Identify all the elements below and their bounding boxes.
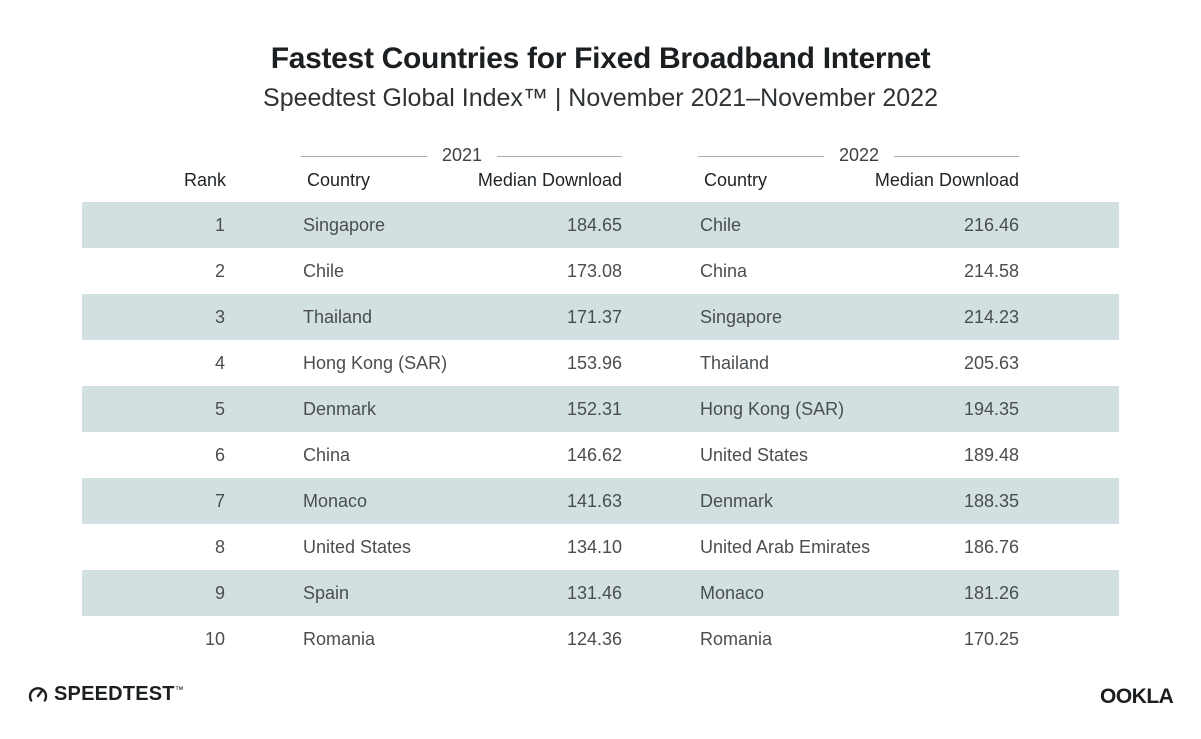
country-2021-cell: Hong Kong (SAR) (303, 353, 448, 373)
rank-cell: 4 (214, 353, 225, 373)
header-download-2022: Median Download (874, 170, 1019, 190)
country-2021-cell: Thailand (303, 307, 373, 327)
download-2021-cell: 146.62 (566, 445, 622, 465)
download-2022-cell: 170.25 (963, 629, 1019, 649)
country-2021-cell: Denmark (303, 399, 377, 419)
download-2022-cell: 214.23 (963, 307, 1019, 327)
rank-cell: 7 (214, 491, 225, 511)
country-2022-cell: Hong Kong (SAR) (700, 399, 845, 419)
rank-cell: 3 (214, 307, 225, 327)
table-row: 6 China 146.62 United States 189.48 (82, 432, 1119, 478)
table-row: 1 Singapore 184.65 Chile 216.46 (82, 202, 1119, 248)
download-2022-cell: 205.63 (963, 353, 1019, 373)
country-2022-cell: United Arab Emirates (700, 537, 871, 557)
year-group-2022: 2022 (698, 142, 1019, 170)
speedometer-icon (28, 687, 48, 702)
download-2021-cell: 124.36 (566, 629, 622, 649)
country-2021-cell: Singapore (303, 215, 386, 235)
speedtest-wordmark: SPEEDTEST™ (54, 683, 184, 706)
download-2021-cell: 171.37 (566, 307, 622, 327)
rank-cell: 1 (214, 215, 225, 235)
download-2021-cell: 152.31 (566, 399, 622, 419)
ookla-logo: OOKLA (1100, 685, 1174, 708)
table-row: 5 Denmark 152.31 Hong Kong (SAR) 194.35 (82, 386, 1119, 432)
country-2022-cell: United States (700, 445, 809, 465)
header-country-2022: Country (704, 170, 768, 190)
header-country-2021: Country (307, 170, 371, 190)
rank-cell: 9 (214, 583, 225, 603)
rank-cell: 2 (214, 261, 225, 281)
chart-subtitle: Speedtest Global Index™ | November 2021–… (263, 84, 938, 112)
year-label-2021: 2021 (427, 145, 497, 166)
year-group-2021: 2021 (301, 142, 622, 170)
download-2022-cell: 186.76 (963, 537, 1019, 557)
header-download-2021: Median Download (477, 170, 622, 190)
table-row: 9 Spain 131.46 Monaco 181.26 (82, 570, 1119, 616)
ranking-table: 1 Singapore 184.65 Chile 216.46 2 Chile 173.08 C… (82, 202, 1119, 662)
country-2021-cell: Chile (303, 261, 345, 281)
download-2021-cell: 134.10 (566, 537, 622, 557)
download-2022-cell: 194.35 (963, 399, 1019, 419)
download-2021-cell: 141.63 (566, 491, 622, 511)
country-2022-cell: Romania (700, 629, 773, 649)
country-2021-cell: Romania (303, 629, 376, 649)
country-2022-cell: Singapore (700, 307, 783, 327)
rank-cell: 10 (204, 629, 225, 649)
download-2021-cell: 173.08 (566, 261, 622, 281)
table-row: 7 Monaco 141.63 Denmark 188.35 (82, 478, 1119, 524)
download-2021-cell: 131.46 (566, 583, 622, 603)
country-2021-cell: Monaco (303, 491, 368, 511)
speedtest-wordmark-text: SPEEDTEST (54, 683, 175, 705)
table-row: 4 Hong Kong (SAR) 153.96 Thailand 205.63 (82, 340, 1119, 386)
rank-cell: 8 (214, 537, 225, 557)
table-row: 10 Romania 124.36 Romania 170.25 (82, 616, 1119, 662)
download-2022-cell: 214.58 (963, 261, 1019, 281)
download-2022-cell: 189.48 (963, 445, 1019, 465)
download-2022-cell: 216.46 (963, 215, 1019, 235)
download-2021-cell: 184.65 (566, 215, 622, 235)
chart-title: Fastest Countries for Fixed Broadband In… (270, 42, 931, 75)
rank-cell: 5 (214, 399, 225, 419)
download-2022-cell: 181.26 (963, 583, 1019, 603)
country-2021-cell: China (303, 445, 351, 465)
table-row: 3 Thailand 171.37 Singapore 214.23 (82, 294, 1119, 340)
country-2022-cell: Chile (700, 215, 742, 235)
ookla-wordmark: OOKLA (1100, 685, 1174, 708)
download-2021-cell: 153.96 (566, 353, 622, 373)
country-2022-cell: Thailand (700, 353, 770, 373)
download-2022-cell: 188.35 (963, 491, 1019, 511)
header-rank: Rank (183, 170, 226, 190)
country-2021-cell: Spain (303, 583, 350, 603)
table-row: 8 United States 134.10 United Arab Emirates… (82, 524, 1119, 570)
country-2022-cell: China (700, 261, 748, 281)
country-2021-cell: United States (303, 537, 412, 557)
speedtest-trademark: ™ (174, 684, 184, 695)
country-2022-cell: Denmark (700, 491, 774, 511)
country-2022-cell: Monaco (700, 583, 765, 603)
rank-cell: 6 (214, 445, 225, 465)
year-label-2022: 2022 (824, 145, 894, 166)
table-row: 2 Chile 173.08 China 214.58 (82, 248, 1119, 294)
